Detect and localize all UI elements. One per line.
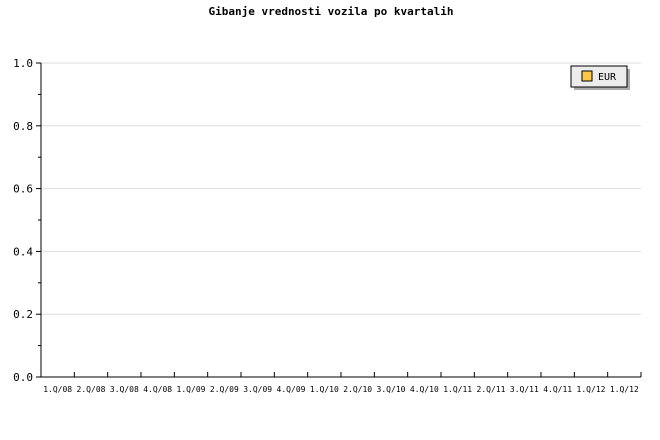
x-tick-label: 1.Q/08 [43, 385, 72, 394]
x-tick-label: 3.Q/10 [377, 385, 406, 394]
x-tick-label: 1.Q/11 [443, 385, 472, 394]
x-tick-label: 4.Q/10 [410, 385, 439, 394]
legend-swatch-eur [581, 70, 593, 82]
x-tick-label: 3.Q/09 [243, 385, 272, 394]
x-tick-label: 4.Q/09 [277, 385, 306, 394]
chart-title: Gibanje vrednosti vozila po kvartalih [208, 5, 453, 18]
y-tick-label: 0.4 [13, 245, 33, 258]
x-tick-label: 1.Q/10 [310, 385, 339, 394]
legend-label-eur: EUR [598, 72, 617, 83]
x-tick-label: 3.Q/11 [510, 385, 539, 394]
x-tick-label: 2.Q/09 [210, 385, 239, 394]
x-tick-label: 2.Q/11 [477, 385, 506, 394]
x-tick-label: 2.Q/10 [343, 385, 372, 394]
y-tick-label: 0.2 [13, 308, 33, 321]
x-tick-label: 3.Q/08 [110, 385, 139, 394]
y-tick-label: 1.0 [13, 57, 33, 70]
x-tick-label: 2.Q/08 [77, 385, 106, 394]
x-tick-label: 1.Q/09 [177, 385, 206, 394]
y-tick-label: 0.6 [13, 183, 33, 196]
x-tick-label: 4.Q/11 [543, 385, 572, 394]
x-tick-label: 1.Q/12 [577, 385, 606, 394]
x-tick-label: 1.Q/12 [610, 385, 639, 394]
y-tick-label: 0.0 [13, 371, 33, 384]
y-tick-label: 0.8 [13, 120, 33, 133]
legend: EUR [570, 65, 630, 90]
x-tick-label: 4.Q/08 [143, 385, 172, 394]
